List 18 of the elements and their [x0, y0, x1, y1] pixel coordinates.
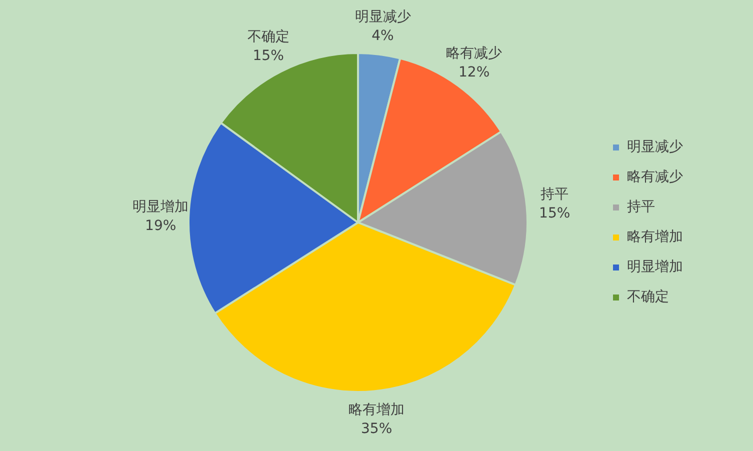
data-label: 15%	[252, 48, 284, 64]
slice-label: 略有增加	[348, 402, 405, 418]
data-label: 15%	[539, 206, 570, 222]
data-label: 4%	[372, 28, 394, 44]
slice-label: 明显增加	[132, 198, 189, 215]
legend-label: 略有增加	[627, 229, 683, 246]
legend-label: 明显减少	[627, 139, 683, 156]
legend-label: 明显增加	[627, 259, 683, 276]
legend-label: 略有减少	[627, 169, 683, 186]
slice-label: 持平	[540, 186, 569, 203]
data-label: 19%	[145, 218, 176, 234]
slice-label: 略有减少	[446, 45, 502, 62]
data-label: 12%	[458, 64, 490, 80]
slice-label: 明显减少	[354, 9, 411, 26]
legend-label: 持平	[627, 199, 655, 216]
slice-label: 不确定	[247, 29, 290, 46]
data-label: 35%	[361, 420, 392, 437]
legend-label: 不确定	[627, 289, 669, 306]
